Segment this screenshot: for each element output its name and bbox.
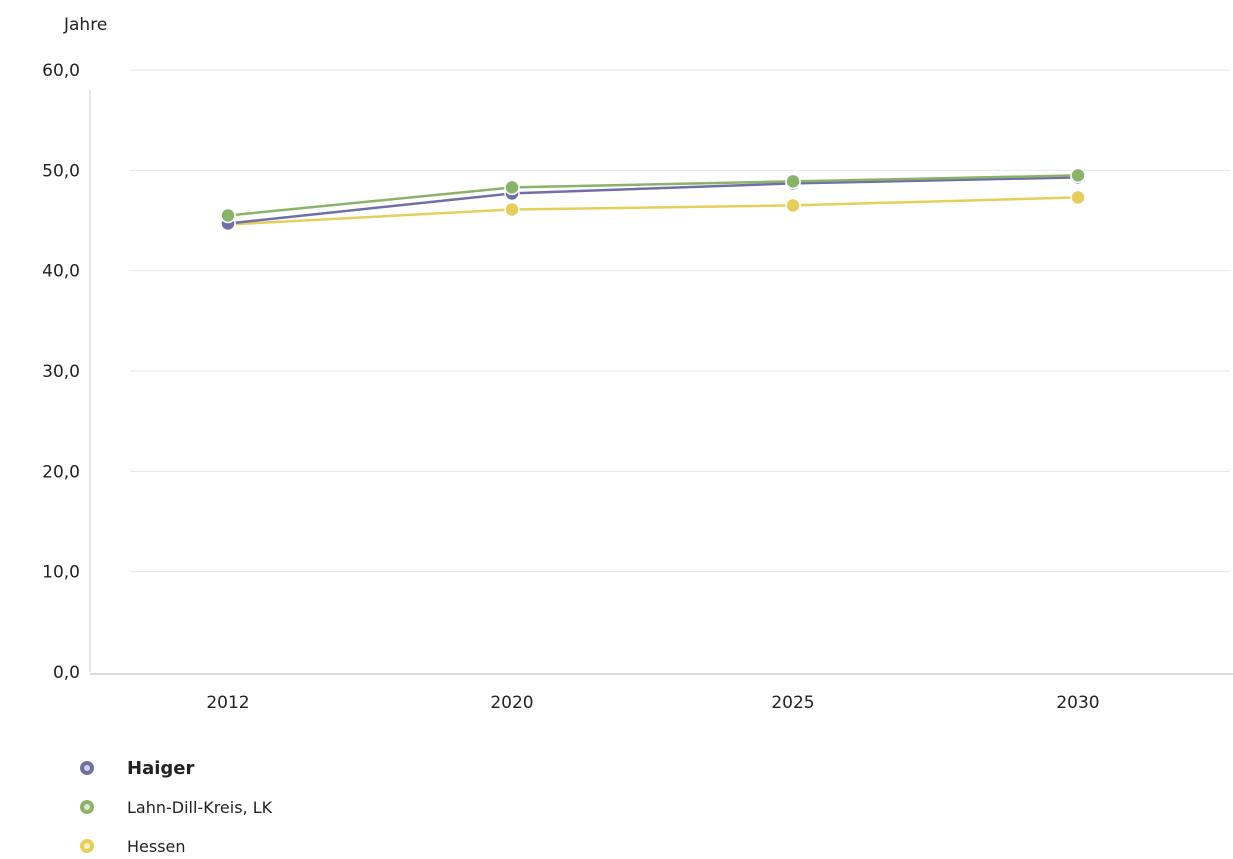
legend: Haiger Lahn-Dill-Kreis, LK Hessen — [78, 758, 273, 856]
y-tick-label: 50,0 — [42, 161, 80, 181]
series-line — [227, 196, 1079, 226]
y-axis-ticks: 0,0 10,0 20,0 30,0 40,0 50,0 60,0 — [42, 61, 80, 683]
data-point[interactable] — [220, 207, 236, 224]
data-point[interactable] — [785, 197, 801, 214]
x-tick-label: 2030 — [1056, 693, 1099, 713]
y-tick-label: 40,0 — [42, 262, 80, 282]
series-line — [227, 176, 1079, 225]
y-tick-label: 30,0 — [42, 362, 80, 382]
legend-marker-center — [84, 765, 90, 771]
legend-label[interactable]: Haiger — [127, 758, 194, 779]
data-point[interactable] — [504, 179, 520, 196]
data-point[interactable] — [1070, 167, 1086, 184]
data-point[interactable] — [504, 201, 520, 218]
data-point[interactable] — [785, 173, 801, 190]
x-axis-ticks: 2012 2020 2025 2030 — [206, 693, 1099, 713]
y-tick-label: 60,0 — [42, 61, 80, 81]
legend-marker-center — [84, 804, 90, 810]
x-tick-label: 2012 — [206, 693, 249, 713]
legend-label[interactable]: Hessen — [127, 837, 186, 856]
grid-lines — [130, 69, 1230, 573]
series-group — [220, 167, 1086, 233]
x-tick-label: 2020 — [490, 693, 533, 713]
axes — [89, 90, 1233, 675]
y-tick-label: 10,0 — [42, 563, 80, 583]
legend-label[interactable]: Lahn-Dill-Kreis, LK — [127, 798, 273, 817]
y-tick-label: 0,0 — [53, 663, 80, 683]
y-tick-label: 20,0 — [42, 462, 80, 482]
legend-marker-center — [84, 843, 90, 849]
series-line — [227, 174, 1079, 217]
y-axis-title: Jahre — [63, 15, 107, 35]
data-point[interactable] — [1070, 189, 1086, 206]
x-tick-label: 2025 — [771, 693, 814, 713]
